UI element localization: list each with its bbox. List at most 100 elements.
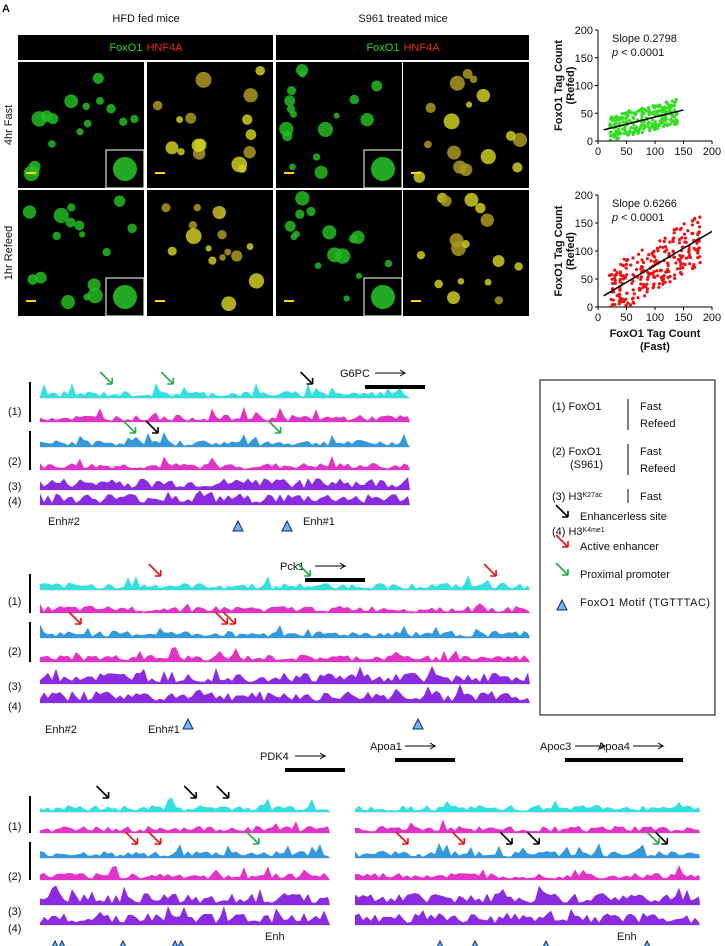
enhancer-label: Enh <box>617 931 637 943</box>
cloud-dot <box>642 282 646 287</box>
nucleus <box>65 217 76 228</box>
cloud-dot <box>666 261 670 265</box>
y-tick-label: 100 <box>575 81 593 93</box>
arrow <box>216 785 230 799</box>
cloud-dot <box>641 260 646 265</box>
cloud-dot <box>696 247 700 251</box>
x-tick-label: 150 <box>674 146 692 158</box>
motif <box>232 519 244 532</box>
x-tick-label: 150 <box>674 312 692 324</box>
cloud-dot <box>666 276 670 280</box>
header-bar <box>276 35 529 60</box>
fit-line <box>603 109 684 131</box>
nucleus <box>505 130 516 141</box>
cloud-dot <box>682 232 687 236</box>
track-signal <box>40 624 530 638</box>
arrow <box>646 831 660 845</box>
cloud-dot <box>674 97 678 102</box>
arrow <box>451 831 466 845</box>
cloud-dot <box>671 249 675 253</box>
enhancer-label: Enh#1 <box>148 724 180 736</box>
legend-track: (3) H3K27ac <box>552 491 603 503</box>
arrow <box>145 420 159 434</box>
cloud-dot <box>651 250 655 255</box>
scale-bar <box>411 172 421 174</box>
motif <box>58 939 66 946</box>
cloud-dot <box>666 264 670 268</box>
cloud-dot <box>608 130 612 134</box>
cloud-dot <box>621 127 625 131</box>
cloud-dot <box>655 126 659 130</box>
cloud-dot <box>696 220 700 225</box>
cloud-dot <box>629 126 633 130</box>
cloud-dot <box>671 239 675 243</box>
cloud-dot <box>612 310 615 313</box>
motif <box>542 939 550 946</box>
nucleus <box>161 203 171 213</box>
motif <box>436 939 444 946</box>
cloud-dot <box>663 106 667 111</box>
track-signal <box>40 665 530 684</box>
nucleus <box>282 130 293 142</box>
cloud-dot <box>640 248 644 252</box>
stain: FoxO1 <box>366 42 399 54</box>
cloud-dot <box>652 260 657 264</box>
cloud-dot <box>612 132 616 136</box>
cloud-dot <box>631 256 635 260</box>
nucleus <box>306 206 316 217</box>
cloud-dot <box>615 135 619 140</box>
track-signal <box>40 647 530 662</box>
gene-arrow <box>295 752 327 760</box>
cloud <box>608 97 679 141</box>
cloud-dot <box>640 258 644 262</box>
track-signal <box>40 456 410 470</box>
p-rest: < 0.0001 <box>621 212 664 224</box>
cloud-dot <box>648 111 652 115</box>
cloud-dot <box>619 115 623 119</box>
cloud-dot <box>639 277 643 281</box>
nucleus <box>185 112 197 124</box>
track-signal <box>355 865 700 880</box>
gene-model <box>365 385 425 389</box>
cloud-dot <box>614 129 618 133</box>
x-label: FoxO1 Tag Count <box>610 328 701 340</box>
name: H3 <box>568 491 582 503</box>
scale-bar <box>284 300 294 302</box>
legend-track: (4) H3K4me1 <box>552 526 605 538</box>
cloud-dot <box>632 292 636 296</box>
nucleus <box>465 101 473 108</box>
cloud-dot <box>677 241 682 245</box>
nucleus <box>185 228 202 245</box>
cloud-dot <box>668 280 672 284</box>
nucleus <box>360 112 374 127</box>
p-value: p < 0.0001 <box>611 212 664 224</box>
panel-letter: A <box>2 3 10 15</box>
arrow <box>499 831 513 845</box>
cloud-dot <box>618 298 622 302</box>
cloud-dot <box>613 276 617 280</box>
cloud-dot <box>690 231 694 236</box>
track-label: (1) <box>8 821 21 833</box>
cloud-dot <box>646 106 651 110</box>
cloud-dot <box>629 110 633 115</box>
cloud-dot <box>684 256 688 260</box>
cloud-dot <box>657 285 661 289</box>
nucleus <box>83 119 92 128</box>
cloud-dot <box>652 282 656 286</box>
cloud-dot <box>652 270 656 274</box>
nucleus <box>193 203 201 212</box>
cloud-dot <box>621 120 625 124</box>
x-tick-label: 0 <box>595 146 601 158</box>
nucleus <box>512 132 528 148</box>
gene-name: G6PC <box>340 368 370 380</box>
motif <box>177 939 185 946</box>
inset-nucleus <box>113 285 137 309</box>
cloud-dot <box>632 130 636 135</box>
nucleus <box>22 205 37 219</box>
cloud-dot <box>673 276 677 280</box>
gene-arrow <box>633 742 665 750</box>
nucleus <box>469 75 478 84</box>
cloud-dot <box>674 261 678 265</box>
nucleus <box>424 140 432 149</box>
y-tick-label: 100 <box>575 246 593 258</box>
